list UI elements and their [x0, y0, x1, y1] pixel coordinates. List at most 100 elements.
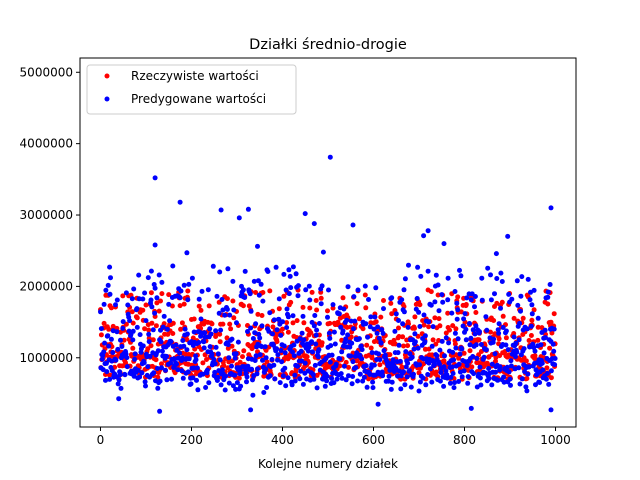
- point-predicted: [477, 364, 483, 370]
- point-predicted: [166, 301, 172, 307]
- point-predicted: [177, 350, 183, 356]
- point-predicted: [283, 383, 289, 389]
- point-predicted: [303, 287, 309, 293]
- point-predicted: [324, 373, 330, 379]
- point-predicted: [124, 364, 130, 370]
- point-predicted: [255, 278, 261, 284]
- point-predicted: [146, 331, 152, 337]
- point-predicted: [437, 378, 443, 384]
- point-predicted: [516, 365, 522, 371]
- point-predicted: [218, 207, 224, 213]
- point-predicted: [152, 285, 158, 291]
- point-actual: [400, 334, 406, 340]
- point-predicted: [278, 332, 284, 338]
- point-actual: [381, 298, 386, 303]
- point-predicted: [418, 273, 424, 279]
- point-predicted: [379, 327, 385, 333]
- point-predicted: [230, 278, 236, 284]
- point-predicted: [103, 360, 109, 366]
- point-predicted: [501, 374, 507, 380]
- point-actual: [452, 341, 458, 347]
- point-predicted: [457, 267, 462, 273]
- point-predicted: [399, 297, 405, 303]
- point-actual: [499, 299, 505, 305]
- point-predicted: [274, 327, 280, 333]
- point-predicted: [181, 343, 187, 349]
- point-predicted: [357, 352, 363, 358]
- point-predicted: [518, 308, 523, 314]
- point-predicted: [364, 384, 370, 390]
- point-predicted: [374, 330, 380, 336]
- point-predicted: [529, 311, 535, 317]
- point-actual: [463, 302, 469, 307]
- point-predicted: [260, 298, 266, 304]
- point-predicted: [472, 331, 478, 337]
- point-predicted: [169, 376, 174, 382]
- point-predicted: [254, 371, 260, 377]
- point-predicted: [506, 369, 512, 375]
- point-predicted: [113, 357, 119, 363]
- point-actual: [318, 295, 324, 301]
- point-predicted: [283, 287, 289, 293]
- point-predicted: [338, 324, 344, 330]
- point-predicted: [196, 296, 202, 302]
- point-actual: [153, 323, 159, 329]
- point-predicted: [526, 364, 532, 370]
- point-predicted: [455, 307, 461, 313]
- point-predicted: [486, 376, 492, 381]
- point-actual: [217, 331, 223, 337]
- point-predicted: [305, 348, 311, 354]
- point-actual: [389, 311, 395, 317]
- point-predicted: [164, 353, 169, 359]
- point-predicted: [398, 386, 404, 392]
- point-actual: [450, 323, 456, 329]
- chart-title: Działki średnio-drogie: [249, 37, 407, 53]
- point-predicted: [350, 374, 356, 379]
- point-predicted: [278, 348, 284, 353]
- point-predicted: [202, 330, 208, 336]
- point-predicted: [421, 233, 427, 239]
- point-predicted: [495, 377, 501, 383]
- point-predicted: [259, 323, 265, 329]
- point-predicted: [120, 325, 126, 331]
- point-predicted: [292, 378, 298, 384]
- point-predicted: [159, 365, 164, 371]
- point-predicted: [164, 377, 170, 383]
- point-predicted: [148, 297, 154, 303]
- point-actual: [288, 299, 294, 305]
- point-predicted: [259, 344, 265, 350]
- point-predicted: [276, 296, 282, 302]
- point-actual: [422, 346, 428, 352]
- point-predicted: [472, 304, 477, 310]
- point-predicted: [234, 380, 240, 386]
- point-predicted: [171, 356, 177, 362]
- point-predicted: [371, 362, 377, 368]
- point-predicted: [453, 345, 459, 351]
- point-predicted: [248, 325, 254, 331]
- point-actual: [447, 327, 452, 333]
- point-predicted: [443, 368, 449, 374]
- point-predicted: [203, 385, 209, 390]
- point-predicted: [507, 376, 513, 382]
- point-actual: [198, 307, 204, 313]
- point-predicted: [539, 360, 545, 366]
- point-predicted: [339, 375, 345, 381]
- point-predicted: [306, 283, 312, 289]
- point-predicted: [211, 357, 217, 362]
- point-predicted: [147, 353, 153, 359]
- point-predicted: [449, 310, 455, 316]
- point-actual: [426, 324, 432, 330]
- point-predicted: [255, 243, 260, 249]
- point-predicted: [298, 368, 304, 374]
- point-predicted: [493, 251, 499, 257]
- point-actual: [228, 326, 234, 332]
- point-predicted: [505, 233, 511, 239]
- point-predicted: [389, 295, 395, 301]
- point-actual: [276, 306, 282, 312]
- point-predicted: [434, 353, 440, 359]
- point-predicted: [233, 386, 239, 392]
- point-predicted: [470, 354, 476, 359]
- point-actual: [130, 345, 136, 351]
- point-predicted: [412, 339, 418, 345]
- point-predicted: [338, 371, 344, 377]
